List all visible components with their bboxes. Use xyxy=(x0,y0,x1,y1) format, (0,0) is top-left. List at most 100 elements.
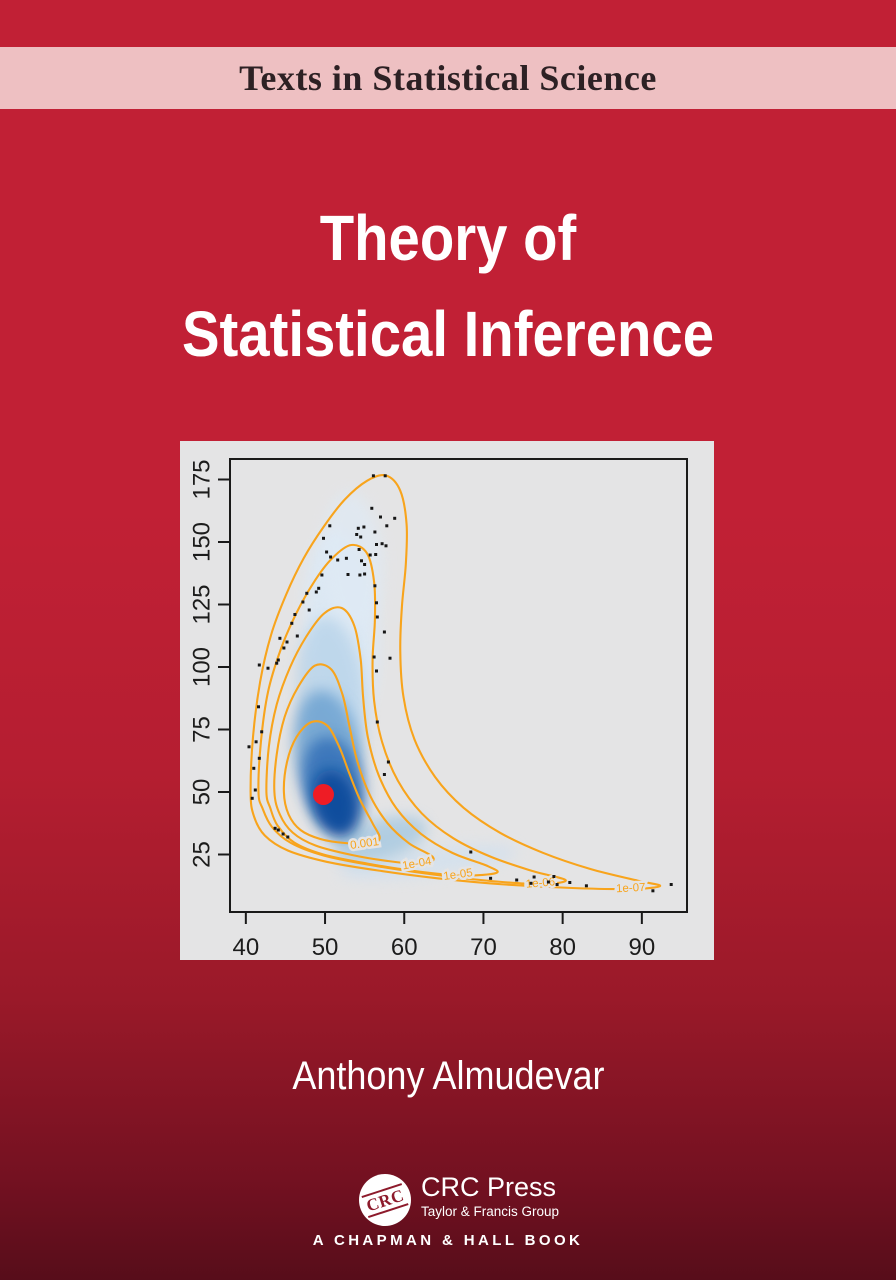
data-point xyxy=(355,533,359,536)
data-point xyxy=(374,553,378,556)
data-point xyxy=(250,796,254,800)
series-banner: Texts in Statistical Science xyxy=(0,47,896,109)
book-title: Theory of Statistical Inference xyxy=(0,190,896,382)
data-point xyxy=(383,474,387,478)
highlight-point xyxy=(312,784,334,805)
data-point xyxy=(320,573,324,577)
crc-logo: CRC xyxy=(359,1174,411,1226)
contour-line-1e-07 xyxy=(249,473,662,891)
data-point xyxy=(382,630,386,634)
data-point xyxy=(371,474,375,478)
x-tick-label: 80 xyxy=(549,934,576,960)
data-point xyxy=(281,832,285,836)
data-point xyxy=(532,875,536,879)
data-point xyxy=(307,608,311,612)
plot-box xyxy=(229,458,688,913)
data-point xyxy=(336,558,340,562)
data-point xyxy=(363,563,367,566)
contour-label-1e-07: 1e-07 xyxy=(616,882,646,896)
data-point xyxy=(293,613,297,616)
data-point xyxy=(260,730,264,734)
data-point xyxy=(257,756,261,760)
data-point xyxy=(346,573,350,576)
data-point xyxy=(375,720,379,724)
data-point xyxy=(290,621,294,625)
data-point xyxy=(469,850,473,854)
data-point xyxy=(370,506,374,510)
x-tick-label: 50 xyxy=(312,934,339,960)
data-point xyxy=(373,530,377,534)
data-point xyxy=(329,555,333,559)
publisher-group: Taylor & Francis Group xyxy=(421,1204,560,1219)
y-tick-label: 50 xyxy=(189,779,216,806)
data-point xyxy=(317,586,321,590)
density-layer xyxy=(293,492,518,879)
data-point xyxy=(276,828,280,832)
scatter-points xyxy=(247,474,673,893)
data-point xyxy=(282,646,286,650)
author-name: Anthony Almudevar xyxy=(291,1054,605,1098)
data-point xyxy=(372,655,376,659)
data-point xyxy=(286,835,290,839)
data-point xyxy=(285,640,289,644)
y-tick-label: 125 xyxy=(189,584,216,624)
data-point xyxy=(359,535,363,539)
y-tick-label: 25 xyxy=(189,841,216,868)
data-point xyxy=(388,656,392,660)
data-point xyxy=(344,556,348,560)
data-point xyxy=(373,584,377,588)
data-point xyxy=(375,669,378,673)
data-point xyxy=(382,773,386,776)
data-point xyxy=(568,881,572,884)
data-point xyxy=(273,826,277,830)
y-tick-label: 75 xyxy=(189,716,216,743)
publisher-block: CRC Press Taylor & Francis Group xyxy=(421,1172,559,1220)
book-title-line1: Theory of xyxy=(319,202,577,274)
data-point xyxy=(257,663,261,667)
data-point xyxy=(555,883,559,886)
data-point xyxy=(254,740,258,744)
y-tick-label: 175 xyxy=(189,459,216,499)
data-point xyxy=(552,875,556,878)
data-point xyxy=(375,601,378,605)
contour-label-1e-06: 1e-06 xyxy=(525,876,555,891)
publisher-name: CRC Press xyxy=(421,1172,557,1202)
crc-monogram: CRC xyxy=(361,1182,409,1218)
data-point xyxy=(584,884,588,888)
axes: 40 50 60 70 80 90 25 50 75 100 125 150 175 xyxy=(189,459,656,960)
data-point xyxy=(253,788,257,792)
data-point xyxy=(375,543,378,546)
data-point xyxy=(295,634,299,638)
data-point xyxy=(356,526,360,530)
data-point xyxy=(301,600,305,604)
x-tick-label: 70 xyxy=(470,934,497,960)
data-point xyxy=(546,880,550,884)
data-point xyxy=(247,745,251,749)
data-point xyxy=(275,661,279,665)
data-point xyxy=(384,544,388,548)
imprint-line: A CHAPMAN & HALL BOOK xyxy=(312,1232,584,1249)
data-point xyxy=(362,525,366,529)
data-point xyxy=(322,536,325,540)
data-point xyxy=(314,590,318,594)
data-point xyxy=(529,881,533,885)
x-tick-label: 90 xyxy=(629,934,656,960)
data-point xyxy=(357,548,361,551)
contour-line-0.001 xyxy=(282,720,381,845)
x-tick-label: 60 xyxy=(391,934,418,960)
y-tick-label: 100 xyxy=(189,647,216,687)
data-point xyxy=(489,876,493,880)
contour-plot: 0.001 1e-04 1e-05 1e-06 1e-07 40 50 60 70 80 90 25 5… xyxy=(180,441,714,960)
contour-line-1e-04 xyxy=(273,663,435,866)
book-title-line2: Statistical Inference xyxy=(181,298,715,370)
data-point xyxy=(360,559,363,563)
data-point xyxy=(393,516,397,520)
data-point xyxy=(363,572,367,576)
data-point xyxy=(257,705,260,709)
data-point xyxy=(278,636,282,640)
series-banner-text: Texts in Statistical Science xyxy=(239,58,657,98)
data-point xyxy=(669,883,673,886)
